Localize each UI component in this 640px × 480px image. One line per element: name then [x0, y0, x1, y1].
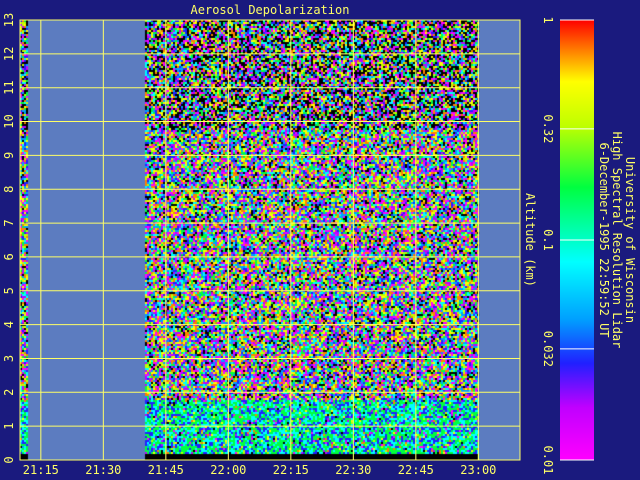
y-tick-label: 11: [2, 80, 16, 94]
x-tick-label: 21:45: [148, 463, 184, 477]
grid: [19, 19, 521, 461]
credit-line-instrument: High Spectral Resolution Lidar: [610, 132, 624, 349]
colorbar-tick-label: 0.32: [541, 114, 555, 143]
y-tick-label: 12: [2, 47, 16, 61]
x-tick-label: 22:00: [210, 463, 246, 477]
credit-line-timestamp: 6-December-1995 22:59:52 UT: [597, 142, 611, 337]
y-tick-label: 3: [2, 355, 16, 362]
colorbar-tick-label: 0.032: [541, 331, 555, 367]
y-tick-label: 6: [2, 253, 16, 260]
y-axis-label: Altitude (km): [523, 193, 537, 287]
x-tick-label: 21:15: [23, 463, 59, 477]
x-tick-label: 23:00: [460, 463, 496, 477]
colorbar-tick-labels: 1 0.32 0.1 0.032 0.01: [541, 16, 594, 474]
colorbar-tick-label: 0.01: [541, 446, 555, 475]
chart-title: Aerosol Depolarization: [191, 3, 350, 17]
y-tick-label: 1: [2, 423, 16, 430]
y-tick-label: 5: [2, 287, 16, 294]
y-tick-label: 2: [2, 389, 16, 396]
heatmap-image: [20, 20, 520, 460]
credit-block: University of Wisconsin High Spectral Re…: [597, 132, 637, 349]
y-tick-label: 9: [2, 152, 16, 159]
x-tick-label: 22:15: [273, 463, 309, 477]
heatmap-layer: [20, 20, 520, 460]
credit-line-institution: University of Wisconsin: [623, 157, 637, 323]
y-tick-label: 10: [2, 114, 16, 128]
y-tick-label: 8: [2, 186, 16, 193]
x-tick-label: 22:45: [398, 463, 434, 477]
x-tick-label: 21:30: [85, 463, 121, 477]
plot-frame: [19, 19, 521, 461]
colorbar-tick-label: 0.1: [541, 229, 555, 251]
y-tick-label: 0: [2, 456, 16, 463]
y-tick-label: 13: [2, 13, 16, 27]
y-tick-label: 4: [2, 321, 16, 328]
y-tick-label: 7: [2, 219, 16, 226]
colorbar-tick-label: 1: [541, 16, 555, 23]
x-tick-label: 22:30: [335, 463, 371, 477]
x-tick-labels: 21:15 21:30 21:45 22:00 22:15 22:30 22:45 23:00: [23, 463, 497, 477]
